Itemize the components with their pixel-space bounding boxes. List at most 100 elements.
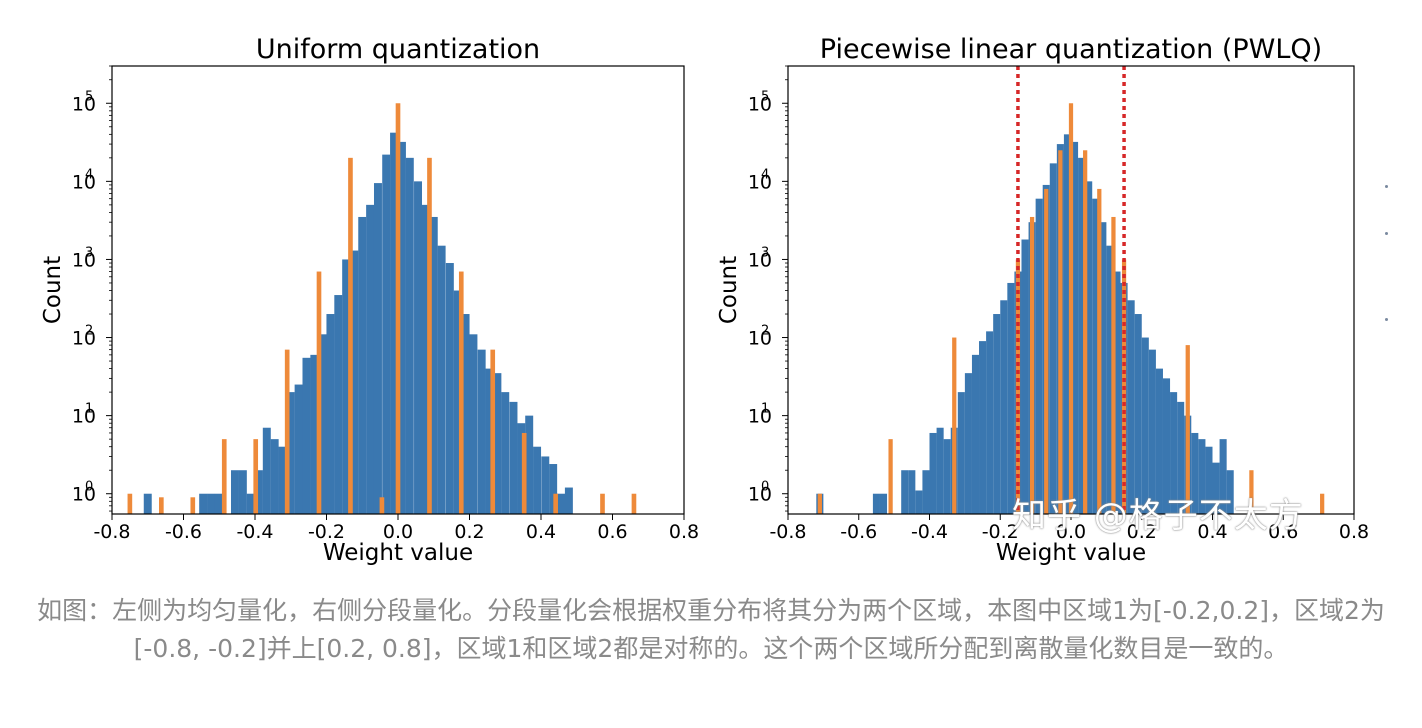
histogram-bar <box>1007 282 1015 514</box>
histogram-bar <box>979 341 987 514</box>
y-tick-label: 10 <box>72 93 96 115</box>
y-tick-label: 10 <box>72 406 96 428</box>
y-tick-label: 10 <box>748 328 772 350</box>
histogram-bar <box>901 470 909 514</box>
histogram-bar <box>302 357 311 514</box>
histogram-bar <box>936 427 944 514</box>
quantized-bar <box>600 493 605 514</box>
histogram-bar <box>1099 222 1107 514</box>
quantized-bar <box>348 157 353 514</box>
histogram-bar <box>326 314 335 514</box>
histogram-bar <box>493 373 502 514</box>
quantized-bar <box>253 439 259 514</box>
y-tick-label: 10 <box>748 93 772 115</box>
histogram-bar <box>1226 470 1234 514</box>
histogram-bar <box>270 439 279 514</box>
histogram-bar <box>461 314 470 514</box>
quantized-bar <box>521 432 527 514</box>
histogram-bar <box>469 334 478 514</box>
histogram-bar <box>278 446 287 514</box>
histogram-bar <box>533 446 542 514</box>
histogram-bar <box>1148 349 1156 514</box>
plot-area <box>127 103 637 514</box>
histogram-bar <box>564 487 573 514</box>
y-tick-label: 10 <box>748 171 772 193</box>
y-tick-exponent: 5 <box>85 89 93 104</box>
histogram-bar <box>1049 163 1057 514</box>
x-tick-label: -0.8 <box>769 521 806 543</box>
side-scroll-dots <box>1385 180 1391 330</box>
histogram-bar <box>964 373 972 514</box>
histogram-bar <box>1021 239 1029 514</box>
histogram-bar <box>390 132 399 514</box>
y-tick-exponent: 1 <box>761 402 769 417</box>
quantized-bar <box>1249 470 1254 514</box>
y-tick-exponent: 2 <box>85 324 93 339</box>
histogram-bar <box>929 432 937 514</box>
histogram-bar <box>541 456 550 514</box>
x-axis-label: Weight value <box>323 540 473 566</box>
histogram-bar <box>382 154 391 514</box>
histogram-bar <box>1127 300 1135 514</box>
quantized-bar <box>1185 345 1190 514</box>
y-tick-exponent: 3 <box>761 245 769 260</box>
y-tick-exponent: 3 <box>85 245 93 260</box>
histogram-bar <box>421 204 430 514</box>
quantized-bar <box>284 349 290 514</box>
histogram-bar <box>957 392 965 514</box>
histogram-bar <box>485 368 494 514</box>
y-tick-exponent: 4 <box>85 167 93 182</box>
figure-caption: 如图：左侧为均匀量化，右侧分段量化。分段量化会根据权重分布将其分为两个区域，本图… <box>37 596 1385 663</box>
x-tick-label: 0.0 <box>383 521 413 543</box>
histogram-bar <box>1191 432 1199 514</box>
quantized-bar <box>490 349 496 514</box>
x-tick-label: 0.8 <box>1339 521 1369 543</box>
x-tick-label: 0.6 <box>597 521 627 543</box>
histogram-bar <box>908 470 916 514</box>
histogram-bar <box>993 314 1001 514</box>
x-tick-label: 0.2 <box>1127 521 1157 543</box>
histogram-bar <box>1035 198 1043 514</box>
y-tick-exponent: 1 <box>85 402 93 417</box>
histogram-bar <box>214 493 223 514</box>
histogram-bar <box>501 392 510 514</box>
quantized-bar <box>1044 188 1049 514</box>
histogram-bar <box>445 263 454 514</box>
histogram-bar <box>1063 134 1071 514</box>
x-tick-label: -0.2 <box>308 521 345 543</box>
quantized-bar <box>952 337 957 514</box>
y-axis-label: Count <box>40 256 66 324</box>
histogram-bar <box>358 216 367 514</box>
histogram-bar <box>230 470 239 514</box>
histogram-bar <box>1198 439 1206 514</box>
y-tick-label: 10 <box>748 249 772 271</box>
quantized-bar <box>458 271 464 514</box>
histogram-bar <box>1177 401 1185 514</box>
y-tick-label: 10 <box>72 328 96 350</box>
quantized-bar <box>221 439 227 514</box>
histogram-bar <box>879 493 888 514</box>
quantized-bar <box>159 497 164 514</box>
histogram-bar <box>143 493 152 514</box>
x-axis-label: Weight value <box>996 540 1146 566</box>
histogram-bar <box>922 470 930 514</box>
quantized-bar <box>553 493 558 514</box>
histogram-bar <box>397 141 406 514</box>
x-tick-label: 0.6 <box>1268 521 1298 543</box>
y-tick-exponent: 5 <box>761 89 769 104</box>
histogram-bar <box>549 464 558 514</box>
histogram-bar <box>1219 439 1227 514</box>
quantized-bar <box>888 439 893 514</box>
histogram-bar <box>1212 462 1220 514</box>
histogram-bar <box>1113 271 1121 514</box>
y-tick-label: 10 <box>748 484 772 506</box>
y-tick-label: 10 <box>72 249 96 271</box>
x-tick-label: -0.6 <box>165 521 202 543</box>
histogram-bar <box>1205 446 1213 514</box>
histogram-bar <box>334 295 343 514</box>
y-tick-label: 10 <box>72 484 96 506</box>
histogram-bar <box>1106 245 1114 514</box>
histogram-bar <box>943 439 951 514</box>
histogram-bar <box>517 423 526 514</box>
histogram-bar <box>1162 378 1171 514</box>
